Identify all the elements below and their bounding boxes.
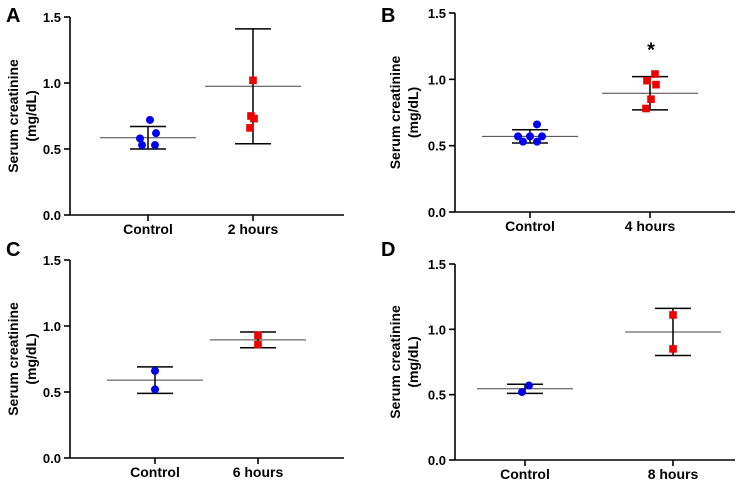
data-point: [249, 76, 257, 85]
data-point: [519, 137, 527, 146]
y-tick-label: 1.0: [43, 319, 61, 334]
data-point: [525, 381, 533, 390]
data-point: [533, 120, 541, 129]
data-point: [643, 76, 651, 85]
x-tick-label: Control: [130, 464, 180, 480]
y-tick-label: 0.5: [428, 139, 446, 154]
y-tick-label: 1.0: [428, 72, 446, 87]
data-point: [651, 70, 659, 78]
data-point: [669, 345, 677, 353]
y-tick-label: 0.5: [43, 385, 61, 400]
x-tick-label: 6 hours: [233, 464, 284, 480]
x-tick-label: Control: [500, 466, 550, 480]
x-tick-label: Control: [505, 218, 555, 234]
y-tick-label: 1.5: [428, 257, 446, 272]
significance-marker: *: [647, 40, 655, 62]
y-axis-label-unit: (mg/dL): [23, 333, 39, 384]
y-axis-label-unit: (mg/dL): [23, 90, 39, 141]
y-axis-label: Serum creatinine: [5, 59, 21, 173]
data-point: [246, 124, 254, 132]
y-axis-label: Serum creatinine: [5, 302, 21, 416]
panel-c: C Serum creatinine (mg/dL) 0.0 0.5 1.0 1.5 Cont…: [5, 239, 344, 480]
data-point: [533, 137, 541, 146]
y-axis-label: Serum creatinine: [387, 55, 403, 169]
data-point: [518, 388, 526, 397]
y-tick-label: 0.0: [43, 208, 61, 223]
panel-a: A Serum creatinine (mg/dL) 0.0 0.5 1.0 1.5 Cont…: [5, 5, 344, 237]
data-point: [250, 114, 258, 123]
y-tick-label: 1.0: [43, 76, 61, 91]
data-point: [647, 95, 655, 104]
data-point: [526, 132, 534, 141]
y-tick-label: 1.0: [428, 322, 446, 337]
data-point: [151, 385, 159, 394]
data-point: [138, 141, 146, 150]
panel-letter: C: [6, 239, 20, 261]
x-tick-label: Control: [123, 221, 173, 237]
y-tick-label: 1.5: [43, 253, 61, 268]
data-point: [151, 141, 159, 150]
data-point: [669, 311, 677, 319]
panel-d: D Serum creatinine (mg/dL) 0.0 0.5 1.0 1.5 Cont…: [381, 239, 735, 480]
y-tick-label: 0.0: [428, 453, 446, 468]
x-tick-label: 4 hours: [625, 218, 676, 234]
y-tick-label: 0.5: [428, 388, 446, 403]
y-axis-label-unit: (mg/dL): [405, 87, 421, 138]
y-axis-label: Serum creatinine: [387, 305, 403, 419]
data-point: [652, 80, 660, 89]
y-tick-label: 1.5: [428, 6, 446, 21]
y-tick-label: 1.5: [43, 10, 61, 25]
data-point: [642, 104, 650, 113]
x-tick-label: 8 hours: [648, 466, 699, 480]
panel-letter: D: [381, 239, 395, 261]
x-tick-label: 2 hours: [228, 221, 279, 237]
y-tick-label: 0.0: [428, 205, 446, 220]
data-point: [152, 129, 160, 138]
data-point: [254, 331, 262, 340]
panel-letter: A: [6, 5, 20, 27]
data-point: [538, 132, 546, 141]
data-point: [254, 340, 262, 349]
y-tick-label: 0.5: [43, 142, 61, 157]
data-point: [136, 134, 144, 143]
panel-b: B Serum creatinine (mg/dL) 0.0 0.5 1.0 1.5 Cont…: [381, 5, 735, 234]
panel-letter: B: [381, 5, 395, 27]
y-tick-label: 0.0: [43, 451, 61, 466]
data-point: [146, 115, 154, 124]
data-point: [514, 132, 522, 141]
y-axis-label-unit: (mg/dL): [405, 336, 421, 387]
data-point: [151, 366, 159, 375]
